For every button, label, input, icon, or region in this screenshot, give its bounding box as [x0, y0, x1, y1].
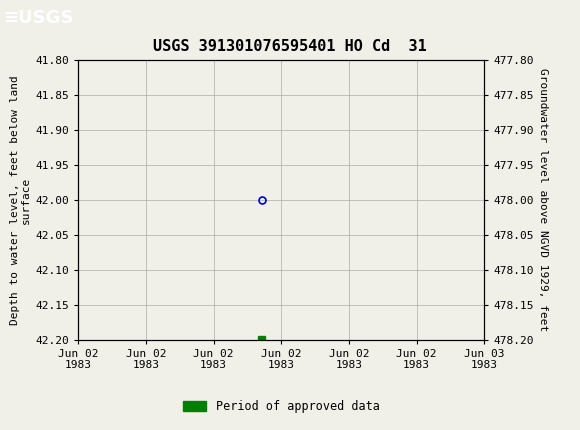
Legend: Period of approved data: Period of approved data [178, 395, 385, 418]
Text: USGS 391301076595401 HO Cd  31: USGS 391301076595401 HO Cd 31 [153, 39, 427, 54]
Y-axis label: Groundwater level above NGVD 1929, feet: Groundwater level above NGVD 1929, feet [538, 68, 548, 332]
Text: ≡USGS: ≡USGS [3, 9, 74, 27]
Y-axis label: Depth to water level, feet below land
surface: Depth to water level, feet below land su… [10, 75, 31, 325]
Bar [258, 336, 265, 342]
